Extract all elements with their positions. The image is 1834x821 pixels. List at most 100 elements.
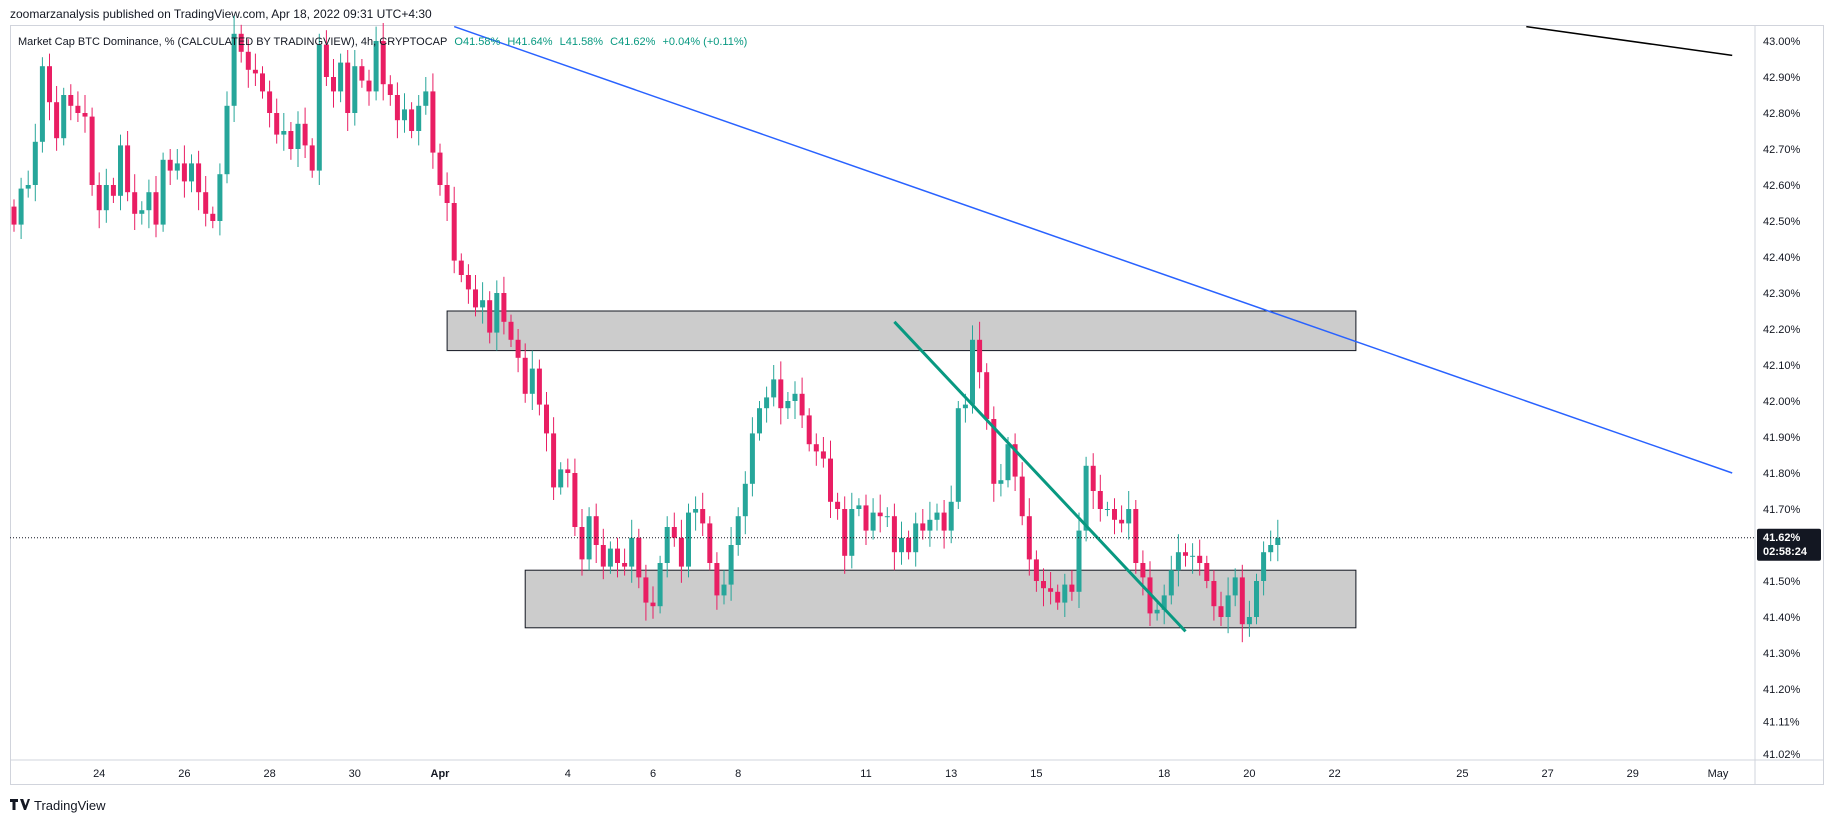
candle-body	[515, 339, 521, 358]
tradingview-logo[interactable]: TradingView	[10, 798, 106, 813]
candle-body	[1211, 581, 1217, 607]
chart-legend: Market Cap BTC Dominance, % (CALCULATED …	[18, 36, 751, 48]
candle-body	[274, 113, 280, 135]
candle-body	[820, 451, 826, 459]
candle-body	[764, 397, 770, 409]
candle-body	[210, 213, 216, 221]
candle-body	[288, 131, 294, 149]
legend-low: L41.58%	[559, 36, 604, 48]
candle-body	[728, 545, 734, 585]
candle-body	[1005, 444, 1011, 481]
candle-body	[522, 357, 528, 394]
candle-body	[742, 483, 748, 517]
candle-body	[473, 289, 478, 308]
candle-body	[394, 95, 400, 121]
y-tick-label: 42.80%	[1763, 108, 1801, 120]
candle-body	[281, 131, 287, 135]
candle-body	[622, 563, 628, 567]
candle-body	[735, 516, 741, 545]
candle-body	[181, 163, 187, 182]
x-tick-label: 26	[178, 768, 190, 780]
x-tick-label: 11	[860, 768, 871, 780]
candle-body	[494, 293, 500, 333]
candle-body	[458, 260, 464, 275]
x-tick-label: 29	[1627, 768, 1639, 780]
black-trendline	[1526, 25, 1733, 57]
candle-body	[955, 408, 961, 502]
candle-body	[906, 537, 912, 553]
candle-body	[1197, 555, 1203, 563]
legend-close: C41.62%	[610, 36, 656, 48]
candle-body	[331, 77, 336, 92]
candle-body	[1048, 588, 1054, 592]
x-tick-label: 4	[565, 768, 571, 780]
candle-body	[1246, 617, 1252, 625]
candle-body	[47, 66, 52, 103]
legend-symbol: Market Cap BTC Dominance, % (CALCULATED …	[18, 36, 448, 48]
candle-body	[650, 602, 656, 607]
candle-body	[1239, 577, 1245, 625]
y-tick-label: 41.40%	[1763, 612, 1801, 624]
x-tick-label: 25	[1456, 768, 1468, 780]
candle-body	[1225, 595, 1231, 617]
candle-body	[508, 321, 514, 340]
candle-body	[558, 469, 564, 488]
candle-body	[139, 210, 145, 214]
candle-body	[714, 563, 720, 596]
candle-body	[1083, 465, 1089, 531]
candle-body	[842, 509, 848, 556]
candle-body	[487, 300, 493, 333]
chart-area[interactable]	[10, 25, 1824, 785]
candle-body	[380, 41, 386, 85]
candle-body	[1204, 563, 1210, 581]
candle-body	[295, 123, 301, 149]
candle-body	[373, 41, 379, 92]
candle-body	[749, 433, 755, 484]
candle-body	[721, 584, 727, 596]
candle-body	[757, 408, 762, 434]
legend-high: H41.64%	[507, 36, 553, 48]
candle-body	[977, 339, 983, 373]
y-tick-label: 42.90%	[1763, 72, 1801, 84]
candle-body	[82, 113, 88, 117]
candle-body	[103, 185, 109, 211]
candle-body	[430, 91, 436, 153]
candle-body	[849, 509, 855, 556]
x-tick-label: 22	[1328, 768, 1340, 780]
candle-body	[1133, 509, 1139, 563]
candle-body	[1168, 570, 1174, 596]
candle-body	[11, 206, 17, 225]
candle-body	[125, 145, 131, 193]
candle-body	[132, 192, 138, 214]
candle-body	[231, 33, 237, 106]
candle-body	[984, 372, 990, 419]
y-tick-label: 42.40%	[1763, 252, 1801, 264]
candle-body	[1254, 581, 1259, 617]
y-tick-label: 41.20%	[1763, 684, 1801, 696]
candle-body	[785, 401, 791, 409]
y-tick-label: 42.30%	[1763, 288, 1801, 300]
candle-body	[1261, 552, 1267, 581]
candle-body	[678, 537, 684, 567]
candle-body	[771, 379, 777, 398]
candle-body	[89, 116, 95, 185]
candle-body	[991, 419, 997, 484]
candle-body	[671, 527, 677, 538]
candle-body	[970, 339, 975, 405]
y-tick-label: 42.20%	[1763, 324, 1801, 336]
candle-body	[962, 404, 968, 409]
candle-body	[551, 433, 557, 488]
x-tick-label: 24	[93, 768, 105, 780]
price-tag-value: 41.62%	[1763, 532, 1801, 544]
candle-body	[636, 537, 642, 578]
candle-body	[416, 105, 422, 131]
candle-body	[1218, 606, 1224, 617]
candle-body	[1119, 519, 1125, 524]
candle-body	[167, 159, 173, 171]
candle-body	[54, 102, 60, 139]
candle-body	[1161, 595, 1167, 610]
candle-body	[217, 174, 223, 221]
candle-body	[68, 95, 74, 106]
y-tick-label: 41.70%	[1763, 504, 1801, 516]
